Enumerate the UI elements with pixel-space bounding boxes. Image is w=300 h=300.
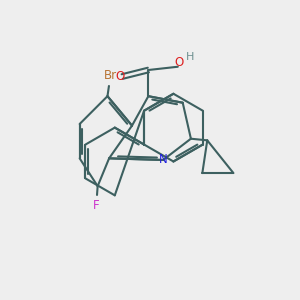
- Text: F: F: [93, 199, 100, 212]
- Text: O: O: [175, 56, 184, 69]
- Text: N: N: [159, 154, 167, 166]
- Text: O: O: [115, 70, 124, 83]
- Text: Br: Br: [104, 69, 117, 82]
- Text: H: H: [186, 52, 194, 62]
